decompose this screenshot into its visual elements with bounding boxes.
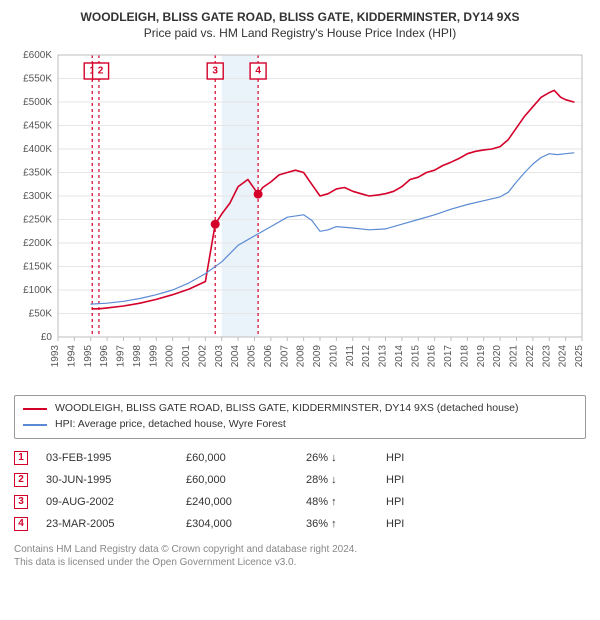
svg-text:2015: 2015	[410, 345, 421, 368]
svg-text:2020: 2020	[492, 345, 503, 368]
tx-date: 09-AUG-2002	[46, 496, 186, 508]
transactions-table: 1 03-FEB-1995 £60,000 26% ↓ HPI 2 30-JUN…	[14, 447, 586, 535]
svg-text:£350K: £350K	[23, 168, 52, 179]
svg-text:£200K: £200K	[23, 238, 52, 249]
price-chart: £0 £50K £100K £150K £200K £250K £300K £350K £400…	[14, 49, 586, 389]
svg-text:2004: 2004	[230, 345, 241, 368]
svg-text:2007: 2007	[279, 345, 290, 368]
svg-text:£600K: £600K	[23, 50, 52, 61]
svg-text:2016: 2016	[427, 345, 438, 368]
svg-text:2011: 2011	[345, 345, 356, 367]
svg-text:2017: 2017	[443, 345, 454, 368]
svg-text:2012: 2012	[361, 345, 372, 368]
svg-text:2022: 2022	[525, 345, 536, 368]
tx-pct: 36% ↑	[306, 518, 386, 530]
table-row: 3 09-AUG-2002 £240,000 48% ↑ HPI	[14, 491, 586, 513]
svg-text:2: 2	[98, 66, 104, 77]
svg-text:£250K: £250K	[23, 215, 52, 226]
legend-swatch	[23, 408, 47, 410]
tx-suffix: HPI	[386, 474, 446, 486]
table-row: 2 30-JUN-1995 £60,000 28% ↓ HPI	[14, 469, 586, 491]
svg-text:1994: 1994	[66, 345, 77, 368]
svg-text:£0: £0	[41, 332, 53, 343]
legend-swatch	[23, 424, 47, 426]
tx-pct: 28% ↓	[306, 474, 386, 486]
svg-text:£400K: £400K	[23, 144, 52, 155]
svg-text:3: 3	[212, 66, 218, 77]
tx-marker: 2	[14, 473, 28, 487]
legend: WOODLEIGH, BLISS GATE ROAD, BLISS GATE, …	[14, 395, 586, 439]
tx-price: £60,000	[186, 452, 306, 464]
chart-subtitle: Price paid vs. HM Land Registry's House …	[14, 26, 586, 42]
tx-marker: 1	[14, 451, 28, 465]
svg-text:£500K: £500K	[23, 97, 52, 108]
tx-price: £304,000	[186, 518, 306, 530]
svg-text:2023: 2023	[541, 345, 552, 368]
svg-text:2018: 2018	[459, 345, 470, 368]
legend-label: WOODLEIGH, BLISS GATE ROAD, BLISS GATE, …	[55, 401, 519, 417]
tx-suffix: HPI	[386, 452, 446, 464]
svg-text:2009: 2009	[312, 345, 323, 368]
svg-text:2000: 2000	[165, 345, 176, 368]
svg-text:2003: 2003	[214, 345, 225, 368]
table-row: 4 23-MAR-2005 £304,000 36% ↑ HPI	[14, 513, 586, 535]
svg-text:2024: 2024	[558, 345, 569, 368]
svg-text:2006: 2006	[263, 345, 274, 368]
tx-pct: 48% ↑	[306, 496, 386, 508]
svg-text:£300K: £300K	[23, 191, 52, 202]
tx-date: 03-FEB-1995	[46, 452, 186, 464]
svg-text:4: 4	[255, 66, 261, 77]
tx-marker: 4	[14, 517, 28, 531]
tx-suffix: HPI	[386, 496, 446, 508]
svg-text:2005: 2005	[247, 345, 258, 368]
svg-text:2014: 2014	[394, 345, 405, 368]
down-arrow-icon: ↓	[331, 474, 337, 486]
svg-text:2002: 2002	[197, 345, 208, 368]
svg-text:£550K: £550K	[23, 74, 52, 85]
svg-text:£100K: £100K	[23, 285, 52, 296]
svg-text:2021: 2021	[509, 345, 520, 368]
svg-text:2010: 2010	[328, 345, 339, 368]
price-chart-svg: £0 £50K £100K £150K £200K £250K £300K £350K £400…	[14, 49, 586, 389]
tx-date: 23-MAR-2005	[46, 518, 186, 530]
tx-date: 30-JUN-1995	[46, 474, 186, 486]
svg-text:£450K: £450K	[23, 121, 52, 132]
svg-text:1998: 1998	[132, 345, 143, 368]
chart-container: { "title": "WOODLEIGH, BLISS GATE ROAD, …	[0, 0, 600, 580]
tx-price: £60,000	[186, 474, 306, 486]
svg-text:1996: 1996	[99, 345, 110, 368]
legend-row: HPI: Average price, detached house, Wyre…	[23, 417, 577, 433]
footer-note: Contains HM Land Registry data © Crown c…	[14, 543, 586, 570]
legend-label: HPI: Average price, detached house, Wyre…	[55, 417, 286, 433]
svg-text:1999: 1999	[148, 345, 159, 368]
svg-text:2019: 2019	[476, 345, 487, 368]
svg-text:£50K: £50K	[29, 309, 53, 320]
footer-line-2: This data is licensed under the Open Gov…	[14, 556, 586, 570]
table-row: 1 03-FEB-1995 £60,000 26% ↓ HPI	[14, 447, 586, 469]
tx-marker: 3	[14, 495, 28, 509]
up-arrow-icon: ↑	[331, 518, 337, 530]
svg-text:1997: 1997	[116, 345, 127, 368]
tx-price: £240,000	[186, 496, 306, 508]
svg-text:1995: 1995	[83, 345, 94, 368]
down-arrow-icon: ↓	[331, 452, 337, 464]
svg-text:2001: 2001	[181, 345, 192, 368]
svg-text:2008: 2008	[296, 345, 307, 368]
svg-text:1993: 1993	[50, 345, 61, 368]
tx-pct: 26% ↓	[306, 452, 386, 464]
svg-text:£150K: £150K	[23, 262, 52, 273]
tx-suffix: HPI	[386, 518, 446, 530]
chart-title: WOODLEIGH, BLISS GATE ROAD, BLISS GATE, …	[14, 10, 586, 26]
up-arrow-icon: ↑	[331, 496, 337, 508]
svg-text:2025: 2025	[574, 345, 585, 368]
footer-line-1: Contains HM Land Registry data © Crown c…	[14, 543, 586, 557]
legend-row: WOODLEIGH, BLISS GATE ROAD, BLISS GATE, …	[23, 401, 577, 417]
svg-text:2013: 2013	[378, 345, 389, 368]
